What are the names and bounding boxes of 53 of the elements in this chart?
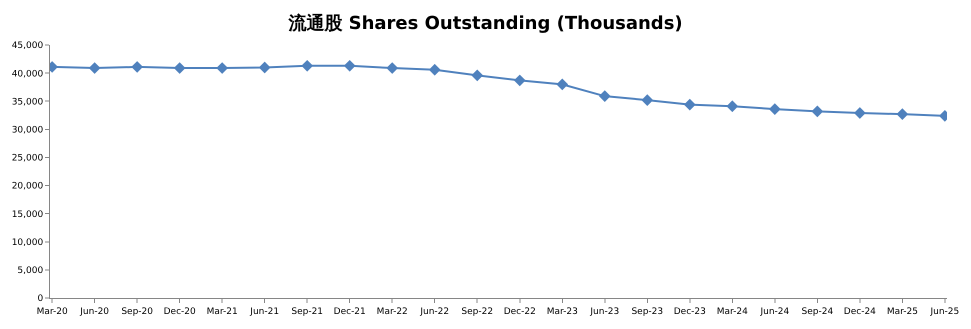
x-tick-label: Jun-24	[759, 306, 790, 317]
point	[174, 62, 186, 74]
point	[896, 108, 908, 120]
chart-title: 流通股 Shares Outstanding (Thousands)	[287, 13, 683, 34]
x-tick-label: Dec-20	[164, 306, 196, 317]
x-tick-label: Mar-24	[716, 306, 748, 317]
point	[854, 107, 866, 119]
x-tick-label: Dec-24	[844, 306, 876, 317]
point	[386, 62, 398, 74]
y-tick-label: 25,000	[12, 154, 44, 164]
point	[726, 100, 738, 112]
x-tick-label: Mar-25	[886, 306, 918, 317]
x-tick-label: Sep-20	[121, 306, 154, 317]
x-tick-label: Mar-21	[206, 306, 238, 317]
x-tick-label: Jun-20	[79, 306, 110, 317]
point	[216, 62, 228, 74]
x-tick-label: Dec-22	[504, 306, 536, 317]
point	[344, 60, 356, 72]
x-tick-label: Mar-22	[376, 306, 408, 317]
point	[598, 90, 611, 102]
y-tick-label: 30,000	[12, 125, 44, 136]
point	[88, 62, 100, 74]
point	[301, 60, 314, 72]
x-tick-label: Sep-24	[802, 306, 834, 317]
point	[811, 105, 824, 118]
x-tick-label: Dec-21	[334, 306, 366, 317]
point	[131, 61, 143, 73]
y-tick-label: 15,000	[12, 210, 44, 220]
x-tick-label: Jun-23	[589, 306, 620, 317]
y-tick-label: 20,000	[12, 182, 44, 192]
x-tick-label: Sep-21	[291, 306, 324, 317]
point	[684, 98, 696, 110]
y-tick-label: 40,000	[12, 69, 44, 80]
point	[641, 94, 654, 106]
point	[258, 62, 271, 74]
x-tick-label: Mar-20	[36, 306, 68, 317]
x-tick-label: Jun-21	[249, 306, 280, 317]
point	[514, 74, 526, 86]
point	[556, 78, 568, 90]
x-tick-label: Jun-25	[929, 306, 960, 317]
x-tick-label: Sep-22	[461, 306, 494, 317]
y-tick-label: 35,000	[12, 97, 44, 108]
x-tick-label: Mar-23	[546, 306, 578, 317]
y-tick-label: 10,000	[12, 238, 44, 248]
point	[428, 64, 441, 76]
y-tick-label: 0	[37, 294, 44, 304]
y-tick-label: 5,000	[17, 266, 44, 276]
point	[471, 70, 484, 82]
point	[768, 103, 781, 115]
y-tick-label: 45,000	[12, 41, 44, 52]
x-tick-label: Jun-22	[419, 306, 450, 317]
x-tick-label: Sep-23	[631, 306, 664, 317]
x-tick-label: Dec-23	[674, 306, 706, 317]
